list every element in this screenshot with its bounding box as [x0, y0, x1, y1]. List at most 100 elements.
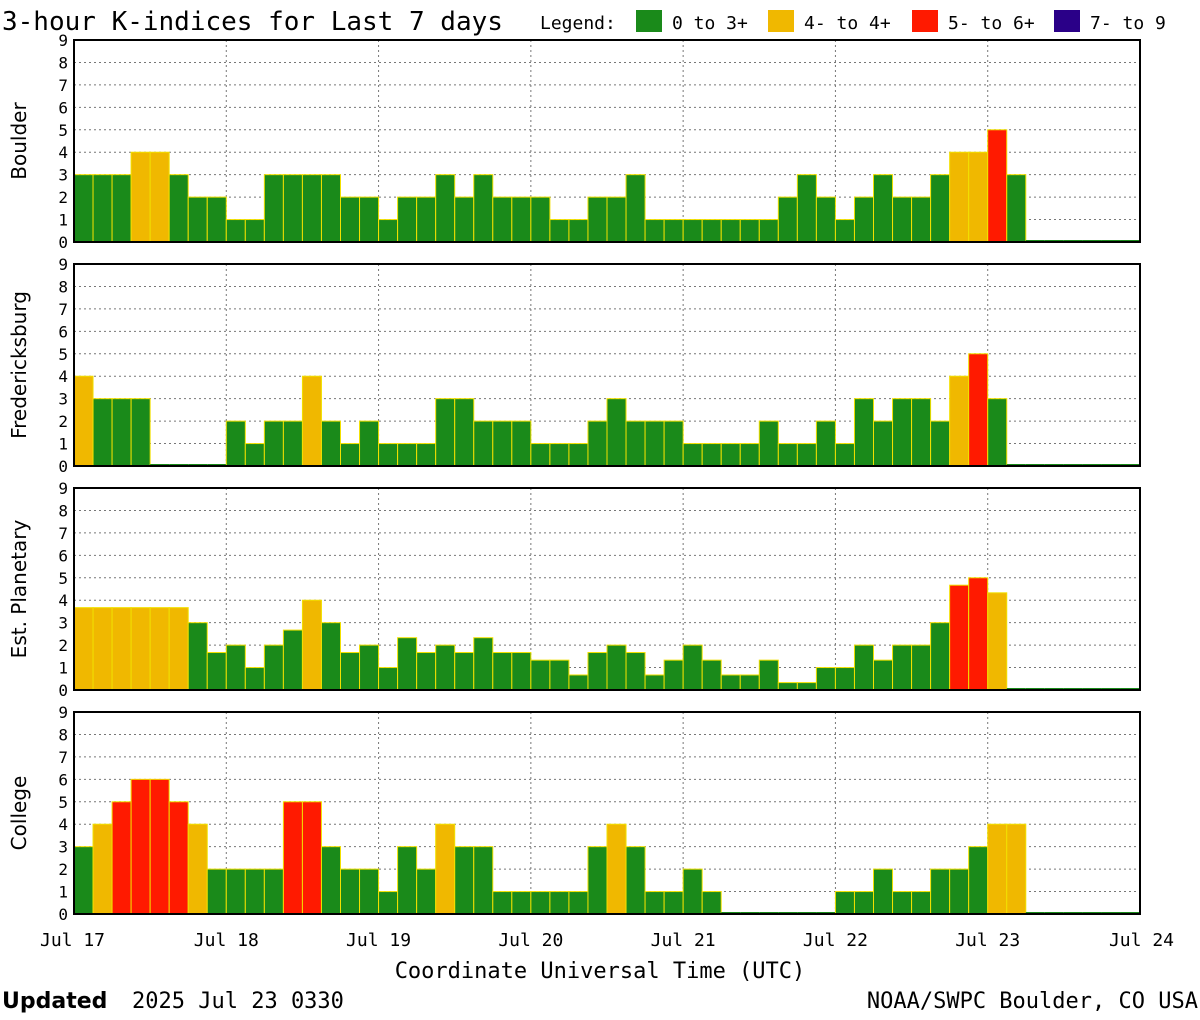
y-tick-label: 0: [58, 457, 68, 476]
panels: 0 1 2 3 4 5 6 7 8 9 Boulder 0 1 2 3 4 5 6 7 8 9 Fredericksbur…: [7, 31, 1141, 924]
k-bar: [701, 443, 722, 467]
k-bar: [987, 129, 1008, 243]
y-tick-label: 3: [58, 390, 68, 409]
k-bar: [416, 196, 437, 243]
k-bar: [739, 219, 760, 243]
k-bar: [187, 196, 208, 243]
k-bar: [244, 667, 265, 691]
k-bar: [815, 420, 836, 467]
k-bar: [73, 375, 94, 467]
k-bar: [949, 151, 970, 243]
k-bar: [663, 219, 684, 243]
y-tick-label: 9: [58, 703, 68, 722]
panel-frame: [73, 39, 1141, 243]
k-bar: [720, 219, 741, 243]
y-tick-label: 2: [58, 188, 68, 207]
k-bar: [930, 868, 951, 915]
k-bar: [454, 846, 475, 915]
k-bar: [682, 219, 703, 243]
k-bar: [1006, 174, 1027, 243]
k-bar: [549, 443, 570, 467]
k-bar: [873, 868, 894, 915]
k-bar: [263, 420, 284, 467]
y-tick-label: 9: [58, 255, 68, 274]
k-bar: [320, 420, 342, 467]
x-tick-label: Jul 19: [346, 930, 411, 951]
k-bar: [435, 823, 456, 915]
k-bar: [796, 443, 817, 467]
k-bar: [92, 823, 113, 915]
k-bar: [435, 174, 456, 243]
k-bar: [73, 846, 94, 915]
k-bar: [644, 219, 665, 243]
k-bar: [301, 375, 322, 467]
k-bar: [606, 398, 627, 467]
k-bar: [530, 891, 551, 915]
x-tick-label: Jul 20: [498, 930, 563, 951]
k-bar: [187, 622, 208, 691]
k-bar: [625, 174, 646, 243]
k-bar: [911, 196, 932, 243]
k-bar: [777, 443, 798, 467]
k-bar: [873, 420, 894, 467]
y-tick-label: 3: [58, 614, 68, 633]
y-tick-label: 4: [58, 143, 68, 162]
k-bar: [73, 607, 94, 691]
x-axis: Jul 17 Jul 18 Jul 19 Jul 20 Jul 21 Jul 22 Jul …: [40, 930, 1174, 951]
y-tick-label: 8: [58, 277, 68, 296]
y-tick-label: 4: [58, 591, 68, 610]
k-bar: [111, 398, 132, 467]
k-bar: [130, 151, 151, 243]
y-tick-label: 6: [58, 546, 68, 565]
k-bar: [397, 637, 418, 691]
y-tick-label: 5: [58, 121, 68, 140]
k-bar: [720, 674, 741, 691]
k-bar: [511, 891, 532, 915]
y-tick-label: 7: [58, 748, 68, 767]
k-bar: [263, 868, 284, 915]
k-bar: [892, 196, 913, 243]
k-bar: [340, 652, 361, 691]
y-tick-label: 2: [58, 860, 68, 879]
k-bar: [987, 592, 1008, 691]
y-tick-label: 2: [58, 636, 68, 655]
legend-item-label: 5- to 6+: [948, 13, 1035, 34]
k-bar: [968, 577, 989, 691]
panel-frame: [73, 711, 1141, 915]
k-bar: [263, 644, 284, 691]
k-bar: [644, 891, 665, 915]
k-bar: [416, 443, 437, 467]
y-tick-label: 6: [58, 770, 68, 789]
k-bar: [873, 174, 894, 243]
k-bar: [301, 174, 322, 243]
chart-title: 3-hour K-indices for Last 7 days: [2, 7, 503, 37]
k-bar: [511, 196, 532, 243]
y-tick-label: 5: [58, 569, 68, 588]
y-tick-label: 8: [58, 725, 68, 744]
k-bar: [73, 174, 94, 243]
legend-swatch: [636, 10, 662, 32]
k-bar: [492, 891, 513, 915]
k-bar: [892, 891, 913, 915]
updated-value: 2025 Jul 23 0330: [132, 989, 344, 1014]
y-tick-label: 9: [58, 479, 68, 498]
k-bar: [225, 644, 246, 691]
k-bar: [758, 420, 779, 467]
x-tick-label: Jul 21: [651, 930, 716, 951]
k-bar: [263, 174, 284, 243]
k-bar: [111, 174, 132, 243]
k-bar: [397, 846, 418, 915]
k-bar: [949, 375, 970, 467]
k-bar: [340, 196, 361, 243]
k-bar: [834, 219, 855, 243]
k-bar: [359, 644, 380, 691]
x-tick-label: Jul 24: [1109, 930, 1174, 951]
k-bar: [1006, 823, 1027, 915]
k-bar: [549, 659, 570, 691]
x-tick-label: Jul 23: [955, 930, 1020, 951]
k-bar: [282, 420, 303, 467]
y-tick-label: 0: [58, 905, 68, 924]
k-bar: [130, 778, 151, 915]
k-bar: [892, 644, 913, 691]
